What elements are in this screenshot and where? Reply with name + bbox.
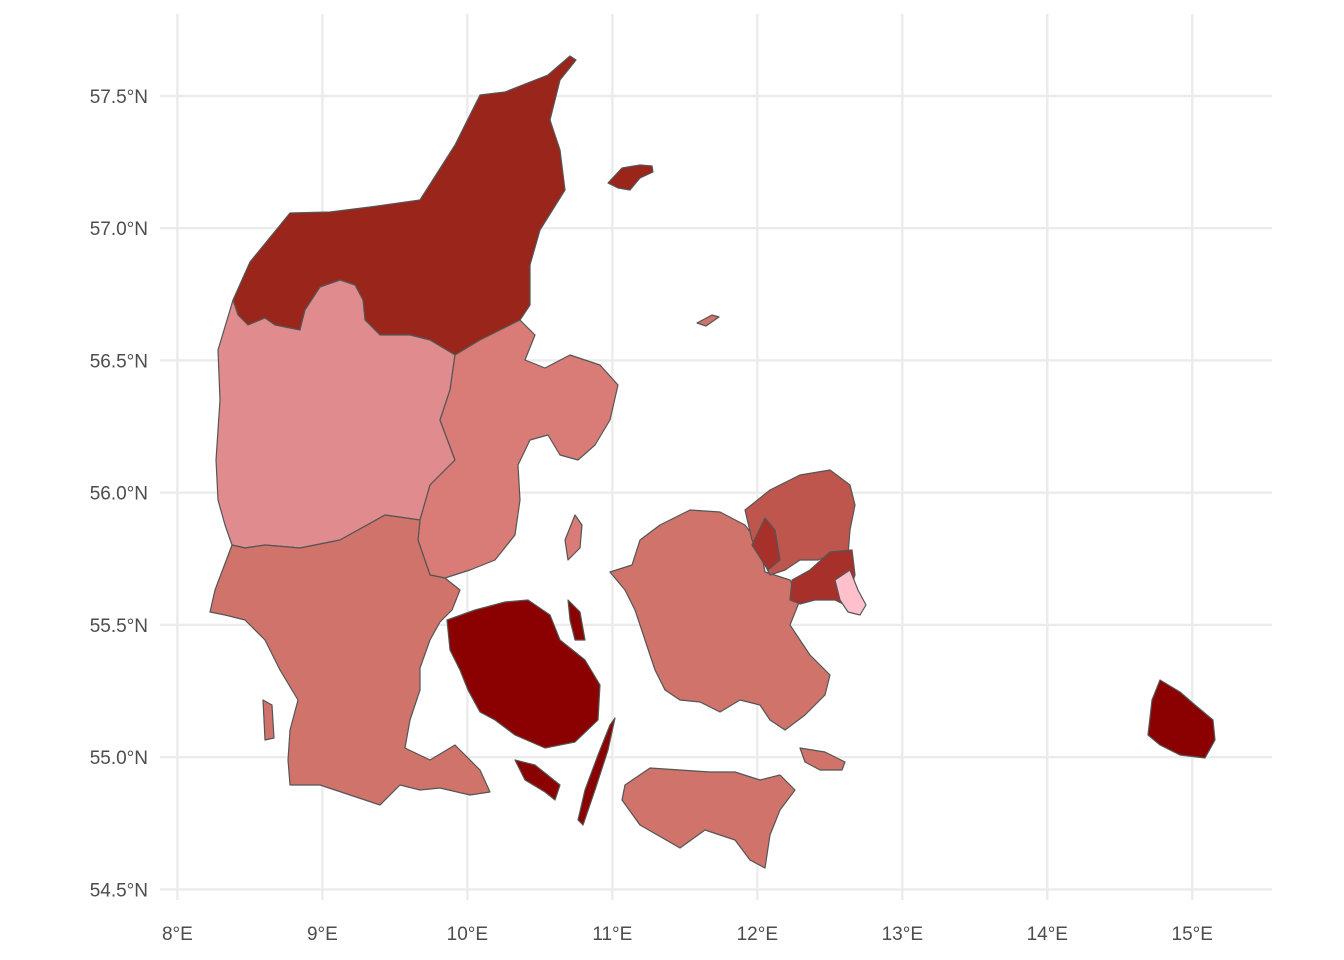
region-zealand-island <box>696 314 720 327</box>
region-mid-jutland-east <box>417 319 619 579</box>
y-tick-label: 55.5°N <box>90 616 148 637</box>
x-tick-label: 15°E <box>1172 924 1213 945</box>
map-regions <box>209 55 1216 869</box>
region-copenhagen-suburbs-north <box>751 517 781 571</box>
region-north-jutland-island <box>607 164 654 191</box>
x-tick-label: 13°E <box>882 924 923 945</box>
axis-tick-labels: 8°E 9°E 10°E 11°E 12°E 13°E 14°E 15°E 54.5°N 55.0… <box>90 87 1213 945</box>
y-tick-label: 56.0°N <box>90 484 148 505</box>
y-tick-label: 54.5°N <box>90 880 148 901</box>
x-tick-label: 8°E <box>162 924 193 945</box>
region-zealand <box>609 509 831 731</box>
y-tick-label: 55.0°N <box>90 748 148 769</box>
x-tick-label: 14°E <box>1027 924 1068 945</box>
region-zealand-moen <box>799 747 846 771</box>
region-funen <box>446 599 601 749</box>
region-mid-jutland-east-island <box>564 514 583 561</box>
x-tick-label: 12°E <box>737 924 778 945</box>
y-tick-label: 56.5°N <box>90 351 148 372</box>
region-bornholm <box>1147 679 1216 759</box>
region-funen-island <box>567 599 586 641</box>
region-funen-tasinge <box>514 759 561 801</box>
x-tick-label: 11°E <box>592 924 632 945</box>
region-south-jutland-island <box>262 699 275 741</box>
region-south-jutland <box>209 514 491 806</box>
x-tick-label: 10°E <box>447 924 488 945</box>
region-copenhagen-city <box>834 569 867 616</box>
region-funen-langeland <box>577 717 616 826</box>
y-tick-label: 57.0°N <box>90 219 148 240</box>
x-tick-label: 9°E <box>307 924 338 945</box>
region-zealand-lolland <box>621 767 796 869</box>
y-tick-label: 57.5°N <box>90 87 148 108</box>
